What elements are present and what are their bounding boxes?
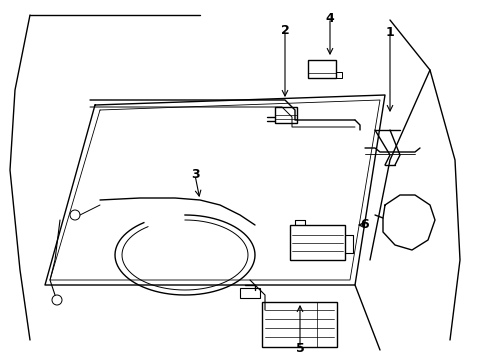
Circle shape — [52, 295, 62, 305]
Bar — [274, 107, 296, 123]
Bar — [240, 288, 260, 298]
Bar — [289, 225, 345, 260]
Circle shape — [70, 210, 80, 220]
Text: 4: 4 — [325, 12, 334, 24]
Bar — [307, 60, 335, 78]
Bar — [262, 302, 336, 347]
Text: 1: 1 — [385, 26, 393, 39]
Text: 2: 2 — [280, 23, 289, 36]
Text: 3: 3 — [190, 168, 199, 181]
Text: 6: 6 — [360, 219, 368, 231]
Text: 5: 5 — [295, 342, 304, 355]
